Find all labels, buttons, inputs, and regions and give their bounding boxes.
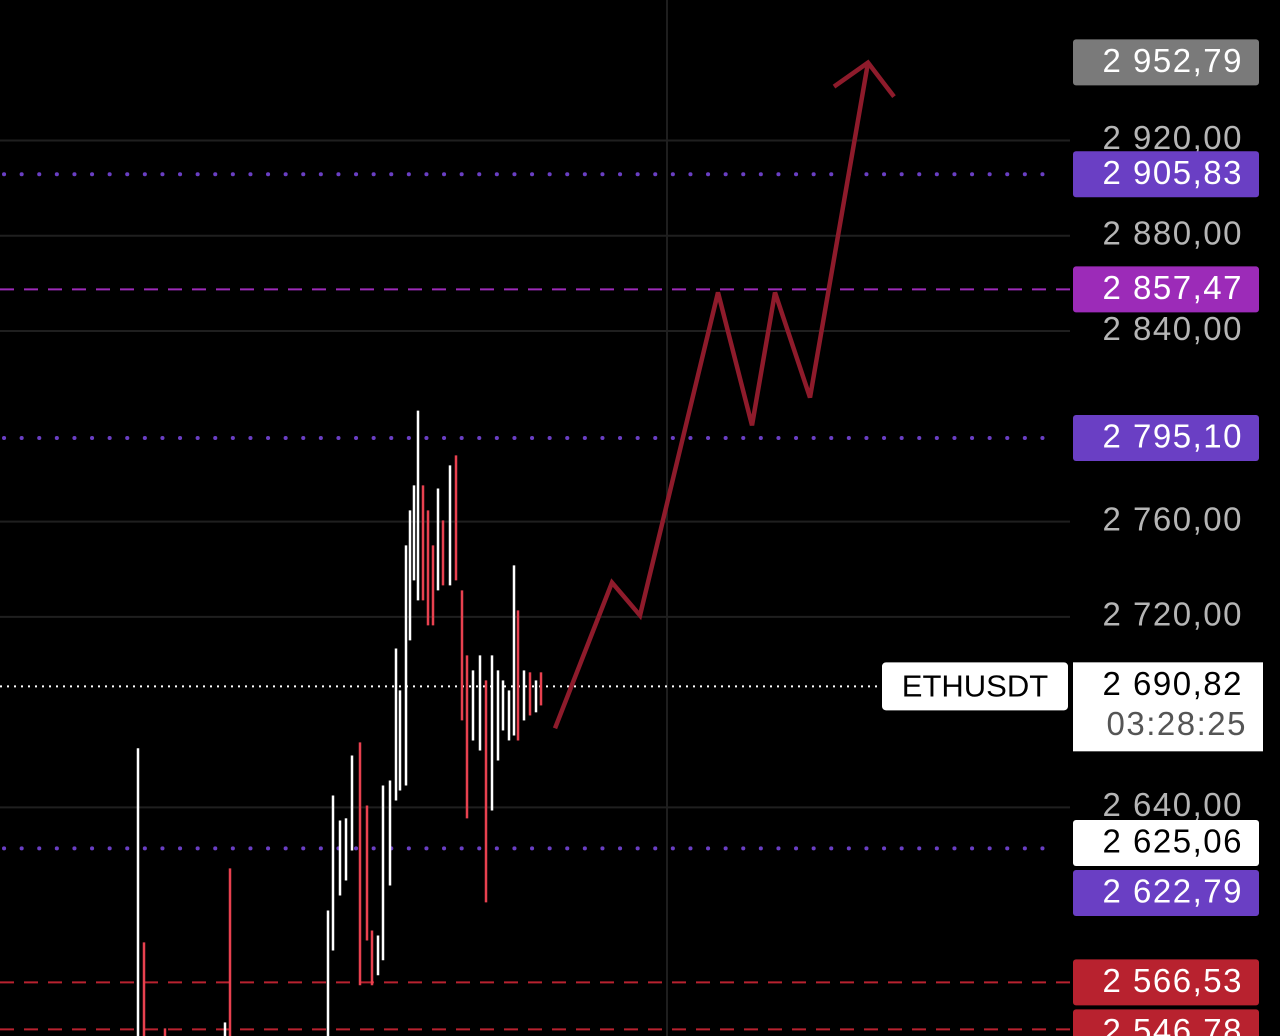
level-label: 2 546,78 bbox=[1103, 1012, 1243, 1036]
level-label: 2 566,53 bbox=[1103, 962, 1243, 999]
symbol-badge bbox=[882, 662, 1068, 711]
y-tick-label: 2 880,00 bbox=[1103, 214, 1243, 251]
y-tick-label: 2 760,00 bbox=[1103, 500, 1243, 537]
projection-path bbox=[552, 62, 871, 730]
level-badge bbox=[1073, 819, 1259, 866]
level-label: 2 795,10 bbox=[1103, 418, 1243, 455]
level-badge bbox=[1073, 1009, 1259, 1036]
symbol-label: ETHUSDT bbox=[902, 669, 1048, 704]
y-tick-label: 2 720,00 bbox=[1103, 596, 1243, 633]
y-tick-label: 2 920,00 bbox=[1103, 119, 1243, 156]
current-price-label: 2 690,82 bbox=[1103, 665, 1243, 702]
level-label: 2 857,47 bbox=[1103, 269, 1243, 306]
level-badge bbox=[1073, 869, 1259, 916]
level-label: 2 905,83 bbox=[1103, 154, 1243, 191]
y-tick-label: 2 640,00 bbox=[1103, 786, 1243, 823]
level-badge bbox=[1073, 414, 1259, 461]
level-label: 2 622,79 bbox=[1103, 873, 1243, 910]
level-badge bbox=[1073, 266, 1259, 313]
level-badge bbox=[1073, 959, 1259, 1006]
countdown-label: 03:28:25 bbox=[1107, 705, 1247, 742]
current-price-badge bbox=[1073, 662, 1263, 752]
level-label: 2 952,79 bbox=[1103, 42, 1243, 79]
level-badge bbox=[1073, 151, 1259, 198]
y-tick-label: 2 840,00 bbox=[1103, 310, 1243, 347]
level-badge bbox=[1073, 39, 1259, 86]
projection-arrowhead bbox=[832, 59, 896, 99]
level-label: 2 625,06 bbox=[1103, 823, 1243, 860]
